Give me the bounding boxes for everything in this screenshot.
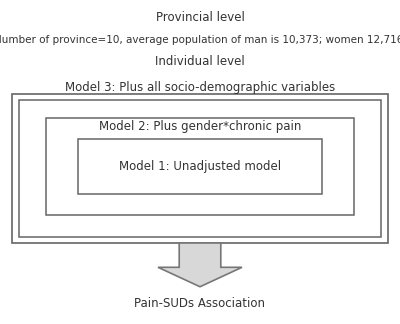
Bar (78, 139, 322, 194)
Text: Model 1: Unadjusted model: Model 1: Unadjusted model (119, 160, 281, 173)
Polygon shape (158, 243, 242, 287)
Text: Model 3: Plus all socio-demographic variables: Model 3: Plus all socio-demographic vari… (65, 81, 335, 94)
Bar (46, 118, 354, 215)
Bar (19, 100, 381, 237)
Text: (Number of province=10, average population of man is 10,373; women 12,716 ): (Number of province=10, average populati… (0, 35, 400, 44)
Text: Provincial level: Provincial level (156, 11, 244, 24)
Text: Model 2: Plus gender*chronic pain: Model 2: Plus gender*chronic pain (99, 120, 301, 133)
Text: Individual level: Individual level (155, 55, 245, 68)
Bar (12, 94, 388, 243)
Text: Pain-SUDs Association: Pain-SUDs Association (134, 297, 266, 310)
